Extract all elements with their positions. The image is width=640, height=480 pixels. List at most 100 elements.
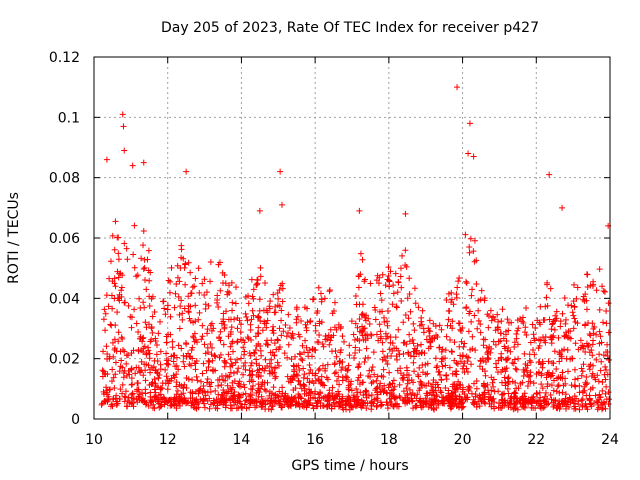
data-point	[276, 325, 283, 332]
data-point	[145, 247, 152, 254]
x-tick-label: 22	[527, 432, 545, 448]
data-point	[333, 377, 340, 384]
data-point	[200, 382, 207, 389]
data-point	[317, 379, 324, 386]
data-point	[534, 390, 541, 397]
data-point	[229, 299, 236, 306]
data-point	[112, 359, 119, 366]
data-point	[356, 337, 363, 344]
data-point	[453, 384, 460, 391]
data-point	[415, 351, 422, 358]
data-point	[183, 341, 190, 348]
data-point	[482, 400, 489, 407]
data-point	[484, 351, 491, 358]
x-tick-labels: 10 12 14 16 18 20 22 24	[85, 432, 619, 448]
data-point	[113, 348, 120, 355]
data-point	[294, 372, 301, 379]
data-point	[333, 353, 340, 360]
data-point	[220, 376, 227, 383]
data-point	[488, 403, 495, 410]
data-point	[304, 375, 311, 382]
data-point	[476, 363, 483, 370]
data-point	[371, 371, 378, 378]
data-point	[192, 275, 199, 282]
data-point	[350, 355, 357, 362]
data-point	[388, 352, 395, 359]
data-point	[498, 318, 505, 325]
data-point	[271, 340, 278, 347]
data-point	[548, 326, 555, 333]
data-point	[230, 392, 237, 399]
data-point	[214, 299, 221, 306]
data-point	[504, 316, 511, 323]
data-point	[176, 325, 183, 332]
data-point	[468, 318, 475, 325]
data-point	[231, 401, 238, 408]
data-point	[221, 397, 228, 404]
data-point	[542, 389, 549, 396]
data-point	[451, 339, 458, 346]
data-point	[448, 296, 455, 303]
data-point	[605, 300, 612, 307]
data-point	[187, 290, 194, 297]
data-point	[301, 390, 308, 397]
data-point	[442, 395, 449, 402]
data-point	[125, 394, 132, 401]
data-point	[439, 346, 446, 353]
data-point	[205, 349, 212, 356]
data-point	[493, 364, 500, 371]
data-point	[266, 303, 273, 310]
data-point	[463, 365, 470, 372]
data-point	[513, 366, 520, 373]
data-point	[241, 339, 248, 346]
data-point	[386, 395, 393, 402]
data-point	[514, 341, 521, 348]
data-point	[347, 381, 354, 388]
data-point	[449, 325, 456, 332]
data-point	[454, 284, 461, 291]
data-point	[242, 359, 249, 366]
data-point	[227, 328, 234, 335]
data-point	[153, 341, 160, 348]
data-point	[190, 319, 197, 326]
data-point	[504, 347, 511, 354]
data-point	[417, 395, 424, 402]
data-point	[195, 316, 202, 323]
data-point	[515, 355, 522, 362]
data-point	[553, 366, 560, 373]
data-point	[263, 324, 270, 331]
data-point	[254, 330, 261, 337]
data-point	[315, 367, 322, 374]
data-point	[530, 380, 537, 387]
data-point	[285, 311, 292, 318]
data-point	[177, 303, 184, 310]
data-point	[468, 292, 475, 299]
data-point	[535, 398, 542, 405]
data-point	[481, 297, 488, 304]
data-point	[511, 405, 518, 412]
data-point	[268, 356, 275, 363]
data-point	[369, 364, 376, 371]
data-point	[146, 350, 153, 357]
data-point	[205, 302, 212, 309]
data-point	[128, 314, 135, 321]
data-point	[372, 316, 379, 323]
data-point	[477, 329, 484, 336]
data-point	[212, 405, 219, 412]
data-point	[248, 276, 255, 283]
data-point	[246, 404, 253, 411]
data-point	[148, 398, 155, 405]
data-point	[525, 396, 532, 403]
data-point	[414, 371, 421, 378]
data-point	[586, 395, 593, 402]
data-point	[473, 404, 480, 411]
data-point	[137, 369, 144, 376]
data-point	[527, 378, 534, 385]
data-point	[596, 394, 603, 401]
data-point	[256, 399, 263, 406]
data-point	[236, 392, 243, 399]
data-point	[590, 362, 597, 369]
data-point	[131, 264, 138, 271]
data-point	[594, 372, 601, 379]
y-tick-label: 0.1	[58, 110, 80, 126]
